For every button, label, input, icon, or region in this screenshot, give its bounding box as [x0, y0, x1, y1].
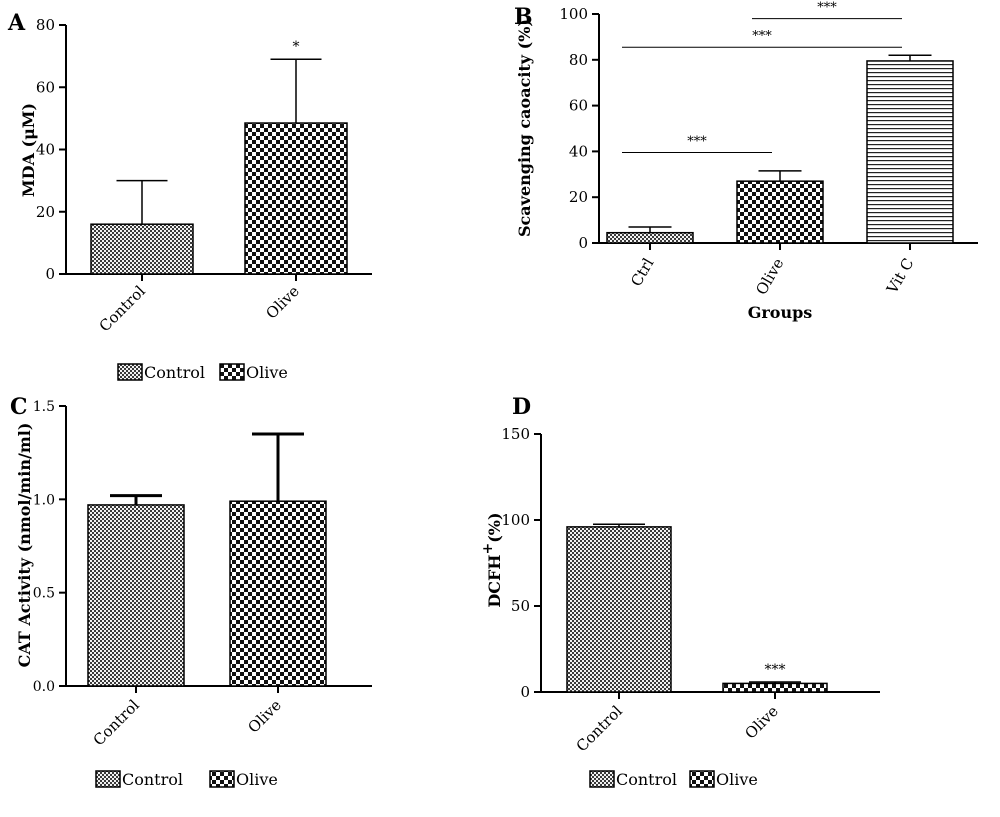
- comparison-label: ***: [752, 29, 772, 44]
- legend-swatch: [95, 770, 121, 788]
- panel-d-chart: 0 50 100 150 Control *** Olive DCFH+(%) Control O…: [480, 425, 880, 789]
- bar: [90, 223, 194, 275]
- y-axis-label: CAT Activity (nmol/min/ml): [15, 423, 34, 668]
- y-tick-label: 0.5: [33, 586, 55, 602]
- legend-label: Control: [122, 770, 183, 789]
- bar: [722, 682, 828, 693]
- panel-c: C 0.0 0.5 1.0 1.5 Control Olive CAT Activity (…: [10, 394, 372, 789]
- panel-a-chart: 0 20 40 60 80 Control * Olive MDA (μM) Control Oli…: [19, 16, 372, 382]
- y-tick-label: 40: [569, 142, 588, 160]
- panel-letter-d: D: [512, 394, 531, 420]
- y-tick-label: 80: [569, 51, 588, 69]
- x-tick-label: Control: [573, 702, 626, 755]
- legend-swatch: [219, 363, 245, 381]
- panel-letter-c: C: [10, 394, 28, 420]
- bar: [736, 180, 824, 244]
- legend-label: Control: [144, 363, 205, 382]
- panel-letter-a: A: [7, 10, 26, 36]
- y-tick-label: 150: [501, 425, 530, 443]
- y-tick-label: 0: [45, 265, 55, 283]
- legend-swatch: [117, 363, 143, 381]
- y-axis-label-unit: (%): [485, 512, 504, 542]
- legend-swatch: [589, 770, 615, 788]
- y-axis-label-text: Scavenging caoacity (%): [515, 19, 534, 237]
- y-axis-label: Scavenging caoacity (%): [515, 19, 534, 237]
- significance-label: ***: [765, 662, 786, 678]
- comparison-label: ***: [817, 1, 837, 16]
- panel-a: A 0 20 40 60 80 Control * Olive MDA (μM) Control O…: [7, 10, 372, 382]
- y-tick-label: 100: [501, 511, 530, 529]
- x-tick-label: Olive: [244, 696, 285, 737]
- x-tick-label: Ctrl: [627, 255, 657, 290]
- panel-b: B 0 20 40 60 80 100 Ctrl Olive Vit C *** *** *** Sca…: [514, 1, 978, 322]
- panel-letter-b: B: [514, 4, 533, 30]
- x-axis-label: Groups: [748, 303, 813, 322]
- significance-label: *: [293, 39, 300, 55]
- comparison-label: ***: [687, 135, 707, 150]
- y-tick-label: 50: [511, 597, 530, 615]
- y-tick-label: 20: [569, 188, 588, 206]
- y-axis-label: MDA (μM): [19, 103, 38, 197]
- x-tick-label: Olive: [262, 282, 303, 323]
- y-axis-label-text: DCFH: [485, 554, 504, 607]
- panel-d: D 0 50 100 150 Control *** Olive DCFH+(%) Contro…: [480, 394, 880, 789]
- y-tick-label: 0: [520, 683, 530, 701]
- legend-swatch: [689, 770, 715, 788]
- y-tick-label: 100: [559, 5, 588, 23]
- x-tick-label: Olive: [752, 255, 787, 298]
- y-tick-label: 1.0: [33, 492, 55, 508]
- bar: [566, 526, 672, 693]
- x-tick-label: Olive: [741, 702, 782, 743]
- y-tick-label: 60: [36, 78, 55, 96]
- legend-label: Olive: [236, 770, 278, 789]
- x-tick-label: Vit C: [883, 255, 918, 297]
- y-tick-label: 40: [36, 141, 55, 159]
- y-axis-label-text: MDA (μM): [19, 103, 38, 197]
- legend-swatch: [209, 770, 235, 788]
- y-axis-label-superscript: +: [480, 543, 496, 555]
- y-tick-label: 20: [36, 203, 55, 221]
- legend-label: Olive: [246, 363, 288, 382]
- y-tick-label: 0.0: [33, 679, 55, 695]
- legend-label: Control: [616, 770, 677, 789]
- bar: [606, 231, 694, 244]
- bar: [244, 122, 348, 275]
- x-tick-label: Control: [90, 696, 143, 749]
- y-tick-label: 0: [578, 234, 588, 252]
- bar: [229, 500, 327, 687]
- y-tick-label: 60: [569, 97, 588, 115]
- y-axis-label-text: CAT Activity (nmol/min/ml): [15, 423, 34, 668]
- y-tick-label: 1.5: [33, 399, 55, 415]
- legend-label: Olive: [716, 770, 758, 789]
- panel-b-chart: 0 20 40 60 80 100 Ctrl Olive Vit C *** *** *** Scave…: [515, 1, 978, 322]
- y-tick-label: 80: [36, 16, 55, 34]
- bar: [87, 504, 185, 687]
- x-tick-label: Control: [96, 282, 149, 335]
- y-axis-label: DCFH+(%): [480, 512, 504, 607]
- bar: [866, 60, 954, 244]
- panel-c-chart: 0.0 0.5 1.0 1.5 Control Olive CAT Activity (nm…: [15, 399, 372, 789]
